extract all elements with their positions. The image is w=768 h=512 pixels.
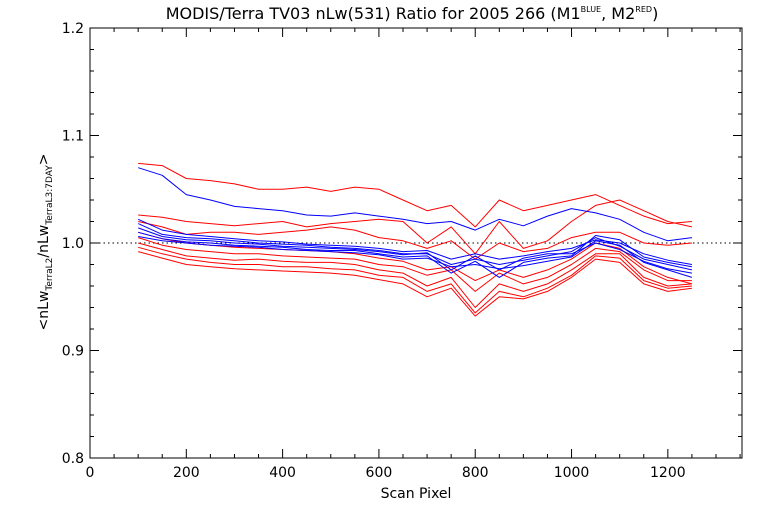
x-tick-label: 600 [366,465,393,481]
series-line-m2-9 [138,242,692,308]
series-line-m1-4 [138,231,692,278]
y-tick-label: 0.9 [62,344,84,360]
series-line-m1-3 [138,227,692,274]
y-tick-label: 1.1 [62,129,84,145]
ylabel-part: TerraL2 [45,258,55,292]
y-tick-label: 1.2 [62,21,84,37]
series-line-m2-11 [138,251,692,317]
series-line-m2-7 [138,199,693,255]
series-line-m2-6 [138,162,692,228]
y-tick-label: 0.8 [62,451,84,467]
title-main: MODIS/Terra TV03 nLw(531) Ratio for 2005… [166,4,581,23]
plot-area: 0 200 400 600 800 1000 1200 0.8 0.9 1.0 1.1 1.2 [62,21,743,481]
series-line-m1-0 [138,167,692,242]
x-tick-label: 1200 [650,465,686,481]
y-axis-label: <nLwTerraL2/nLwTerraL3:7DAY> [36,154,55,331]
ylabel-part: TerraL3:7DAY [45,165,55,226]
title-sup-blue: BLUE [581,5,601,14]
x-tick-label: 400 [269,465,296,481]
x-tick-label: 0 [86,465,95,481]
title-mid: , M2 [601,4,635,23]
x-tick-label: 800 [462,465,489,481]
y-tick-label: 1.0 [62,236,84,252]
x-axis-label: Scan Pixel [381,486,452,502]
series-line-m1-1 [137,218,692,265]
series-line-m1-5 [138,236,693,278]
chart-title: MODIS/Terra TV03 nLw(531) Ratio for 2005… [166,4,659,23]
title-sup-red: RED [635,5,652,14]
series-line-m2-10 [138,246,692,314]
title-end: ) [652,4,658,23]
series-line-m2-12 [138,237,692,292]
ylabel-part: <nLw [36,291,52,331]
x-tick-label: 200 [173,465,200,481]
x-tick-label: 1000 [554,465,590,481]
ylabel-part: /nLw [36,225,52,258]
series-line-m2-8 [138,221,692,260]
ylabel-part: > [36,154,52,166]
